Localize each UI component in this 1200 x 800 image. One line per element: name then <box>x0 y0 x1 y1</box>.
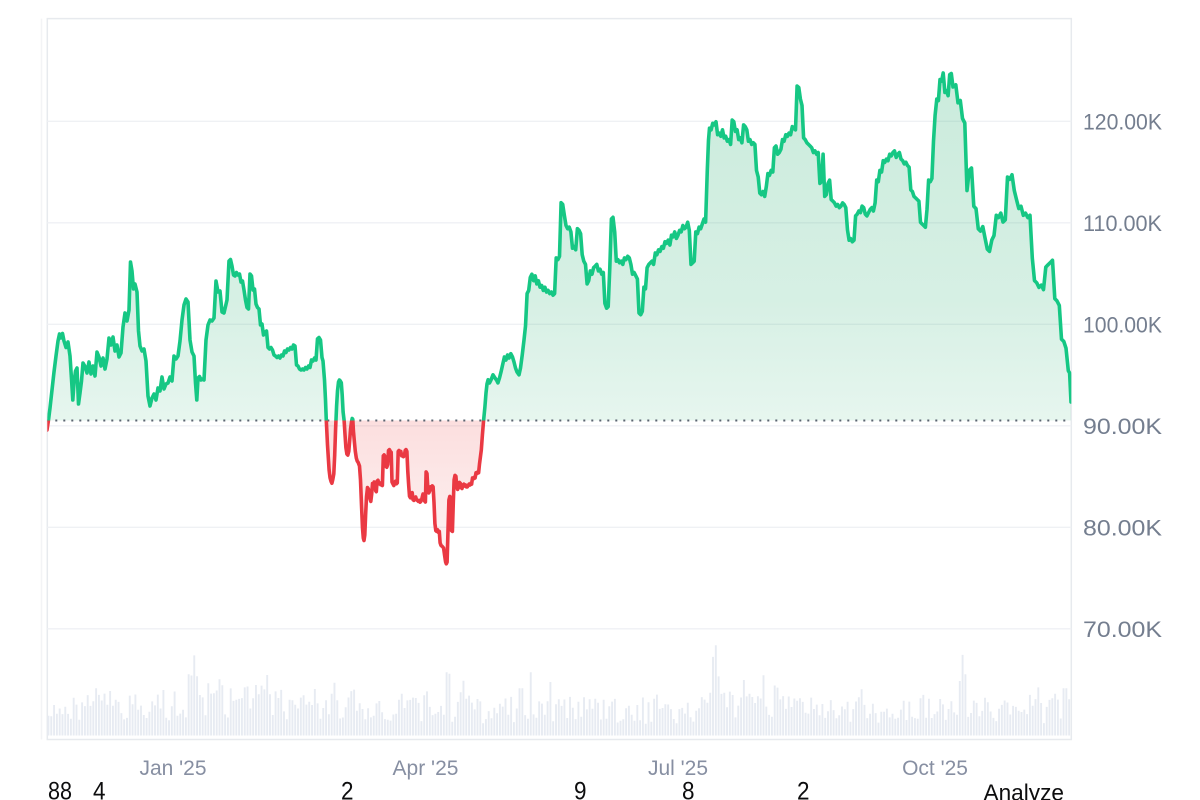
svg-text:9: 9 <box>574 778 587 800</box>
svg-text:Jan '25: Jan '25 <box>139 757 206 780</box>
svg-text:100.00K: 100.00K <box>1083 312 1162 337</box>
svg-text:2: 2 <box>797 778 810 800</box>
svg-text:Analyze: Analyze <box>984 779 1065 800</box>
svg-text:8: 8 <box>682 778 695 800</box>
svg-text:70.00K: 70.00K <box>1083 617 1162 642</box>
svg-text:Oct '25: Oct '25 <box>902 757 968 780</box>
svg-text:110.00K: 110.00K <box>1083 211 1162 236</box>
svg-text:88: 88 <box>48 778 72 800</box>
svg-text:120.00K: 120.00K <box>1083 109 1162 134</box>
svg-text:90.00K: 90.00K <box>1083 414 1162 439</box>
svg-text:4: 4 <box>93 778 106 800</box>
svg-text:Apr '25: Apr '25 <box>393 757 459 780</box>
svg-text:80.00K: 80.00K <box>1083 515 1162 540</box>
svg-text:2: 2 <box>341 778 354 800</box>
svg-text:Jul '25: Jul '25 <box>648 757 708 780</box>
